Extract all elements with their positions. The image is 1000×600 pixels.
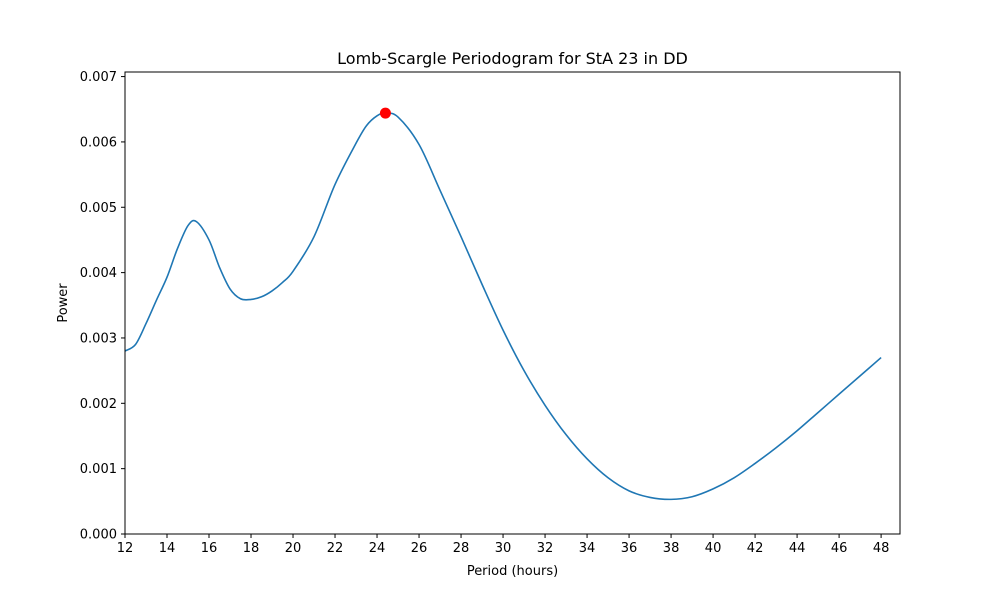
x-tick-label: 32 <box>537 541 554 556</box>
y-tick-label: 0.003 <box>80 331 117 346</box>
y-tick-label: 0.000 <box>80 528 117 543</box>
x-tick-label: 34 <box>579 541 596 556</box>
x-tick-label: 22 <box>327 541 344 556</box>
y-tick-label: 0.004 <box>80 266 117 281</box>
y-tick-label: 0.002 <box>80 397 117 412</box>
x-tick-label: 46 <box>831 541 848 556</box>
chart-title: Lomb-Scargle Periodogram for StA 23 in D… <box>337 49 688 68</box>
y-axis-ticks: 0.000 0.001 0.002 0.003 0.004 0.005 0.006 0.007 <box>80 70 125 543</box>
plot-frame <box>124 71 901 535</box>
y-tick-label: 0.006 <box>80 135 117 150</box>
x-tick-label: 30 <box>495 541 512 556</box>
x-tick-label: 36 <box>621 541 638 556</box>
x-tick-label: 40 <box>705 541 722 556</box>
x-tick-label: 38 <box>663 541 680 556</box>
peak-marker <box>379 107 391 119</box>
periodogram-series-line <box>124 112 882 501</box>
x-axis-label: Period (hours) <box>467 564 558 579</box>
x-tick-label: 42 <box>747 541 764 556</box>
x-tick-label: 28 <box>453 541 470 556</box>
x-tick-label: 12 <box>117 541 134 556</box>
y-tick-label: 0.001 <box>80 462 117 477</box>
y-axis-label: Power <box>56 283 71 323</box>
x-tick-label: 18 <box>243 541 260 556</box>
y-tick-label: 0.007 <box>80 70 117 85</box>
x-tick-label: 48 <box>873 541 890 556</box>
x-tick-label: 44 <box>789 541 806 556</box>
x-tick-label: 16 <box>201 541 218 556</box>
y-tick-label: 0.005 <box>80 201 117 216</box>
x-tick-label: 14 <box>159 541 176 556</box>
x-tick-label: 26 <box>411 541 428 556</box>
x-tick-label: 20 <box>285 541 302 556</box>
x-tick-label: 24 <box>369 541 386 556</box>
plot-layer <box>124 107 882 501</box>
x-axis-ticks: 12 14 16 18 20 22 24 26 28 30 32 34 36 38 40 42 44 46 48 <box>117 534 890 556</box>
